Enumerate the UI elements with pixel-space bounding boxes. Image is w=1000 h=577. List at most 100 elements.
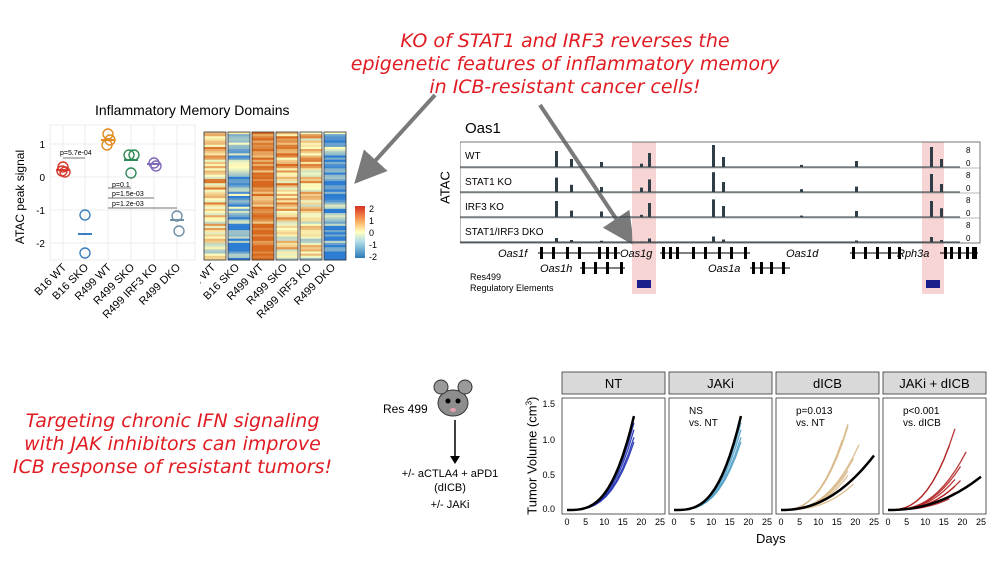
heatmap-cell bbox=[204, 196, 226, 199]
heatmap-cell bbox=[300, 187, 322, 191]
heatmap-cell bbox=[276, 178, 298, 182]
pvalue-1: p=5.7e-04 bbox=[60, 150, 92, 157]
heatmap-cell bbox=[276, 198, 298, 201]
heatmap-cell bbox=[204, 193, 226, 197]
heatmap-cell bbox=[252, 151, 274, 154]
heatmap-cell bbox=[276, 168, 298, 171]
heatmap-cell bbox=[324, 153, 346, 156]
heatmap-cell bbox=[228, 242, 250, 246]
growth-xtick: 20 bbox=[743, 517, 753, 527]
heatmap-cell bbox=[252, 183, 274, 186]
atac-peak bbox=[722, 182, 725, 192]
heatmap-cell bbox=[324, 166, 346, 169]
atac-peak bbox=[940, 208, 943, 217]
heatmap-cell bbox=[228, 172, 250, 176]
heatmap-cell bbox=[324, 146, 346, 150]
heatmap-cell bbox=[324, 204, 346, 208]
panel-title: dICB bbox=[813, 376, 842, 391]
heatmap-cell bbox=[324, 249, 346, 252]
heatmap-cell bbox=[252, 196, 274, 199]
growth-xtick: 5 bbox=[690, 517, 695, 527]
gene-oas1d: Oas1d bbox=[786, 248, 819, 260]
heatmap-cell bbox=[228, 245, 250, 248]
heatmap-cell bbox=[324, 144, 346, 148]
heatmap-cell bbox=[252, 174, 274, 178]
heatmap-cell bbox=[300, 223, 322, 227]
gene-oas1h: Oas1h bbox=[540, 263, 572, 275]
heatmap-cell bbox=[276, 185, 298, 188]
heatmap-cell bbox=[204, 234, 226, 238]
heatmap-cell bbox=[204, 191, 226, 195]
heatmap-cell bbox=[228, 193, 250, 197]
heatmap-cell bbox=[204, 230, 226, 233]
panel-note: p=0.013 bbox=[796, 406, 833, 417]
heatmap-cell bbox=[276, 176, 298, 180]
heatmap-cell bbox=[300, 174, 322, 178]
heatmap-cell bbox=[204, 228, 226, 231]
elements-label-1: Res499 bbox=[470, 272, 501, 282]
scale-min-3: 0 bbox=[966, 209, 971, 218]
heatmap-cell bbox=[324, 240, 346, 244]
heatmap-colorscale bbox=[355, 206, 365, 258]
heatmap-cell bbox=[300, 245, 322, 248]
heatmap-cell bbox=[228, 215, 250, 218]
heatmap-cell bbox=[300, 183, 322, 186]
heatmap-cell bbox=[204, 232, 226, 235]
heatmap-cell bbox=[204, 202, 226, 206]
heatmap-cell bbox=[300, 253, 322, 257]
atac-peak bbox=[940, 159, 943, 167]
heatmap-cell bbox=[276, 191, 298, 195]
heatmap-cell bbox=[204, 142, 226, 146]
panel-title: JAKi + dICB bbox=[899, 376, 969, 391]
atac-peak bbox=[640, 214, 643, 217]
heatmap-cell bbox=[252, 172, 274, 176]
heatmap-cell bbox=[252, 251, 274, 255]
element-oas1g bbox=[637, 280, 651, 288]
sample-wt: WT bbox=[465, 151, 481, 162]
heatmap-cell bbox=[324, 170, 346, 174]
dotplot-ylabel: ATAC peak signal bbox=[13, 149, 27, 245]
heatmap-cell bbox=[276, 208, 298, 212]
pvalue-4: p=1.2e-03 bbox=[112, 201, 144, 208]
heatmap-cell bbox=[276, 144, 298, 148]
heatmap-cell bbox=[300, 157, 322, 161]
heatmap-cell bbox=[204, 257, 226, 261]
heatmap-cell bbox=[252, 198, 274, 201]
heatmap-cell bbox=[228, 149, 250, 152]
scale-min-2: 0 bbox=[966, 184, 971, 193]
headline-top: KO of STAT1 and IRF3 reverses the epigen… bbox=[350, 30, 780, 98]
atac-peak bbox=[930, 147, 933, 167]
sample-irf3ko: IRF3 KO bbox=[465, 202, 504, 213]
atac-peak bbox=[722, 206, 725, 217]
heatmap-cell bbox=[300, 217, 322, 220]
heatmap-cell bbox=[228, 213, 250, 216]
heatmap-cell bbox=[228, 189, 250, 193]
heatmap-cell bbox=[252, 155, 274, 159]
heatmap-cell bbox=[228, 185, 250, 188]
scale-min-4: 0 bbox=[966, 234, 971, 243]
atac-peak bbox=[648, 179, 651, 192]
scale-tick-1: 1 bbox=[369, 216, 374, 226]
heatmap-cell bbox=[204, 200, 226, 203]
heatmap-cell bbox=[228, 157, 250, 161]
heatmap-cell bbox=[228, 208, 250, 212]
panel-title: JAKi bbox=[707, 376, 734, 391]
mean-curve bbox=[566, 415, 636, 512]
heatmap-cell bbox=[252, 170, 274, 174]
heatmap-cell bbox=[276, 247, 298, 250]
heatmap-cell bbox=[228, 170, 250, 174]
heatmap-cell bbox=[228, 236, 250, 240]
heatmap-cell bbox=[252, 257, 274, 261]
heatmap-cell bbox=[252, 136, 274, 139]
heatmap-cell bbox=[252, 242, 274, 246]
heatmap-cell bbox=[300, 136, 322, 139]
heatmap-cell bbox=[204, 223, 226, 227]
heatmap-cell bbox=[324, 196, 346, 199]
heatmap-cell bbox=[204, 164, 226, 167]
heatmap-cell bbox=[204, 251, 226, 255]
heatmap-cell bbox=[300, 153, 322, 156]
growth-xtick: 10 bbox=[813, 517, 823, 527]
heatmap-cell bbox=[276, 164, 298, 167]
heatmap-cell bbox=[228, 202, 250, 206]
heatmap-cell bbox=[252, 146, 274, 150]
